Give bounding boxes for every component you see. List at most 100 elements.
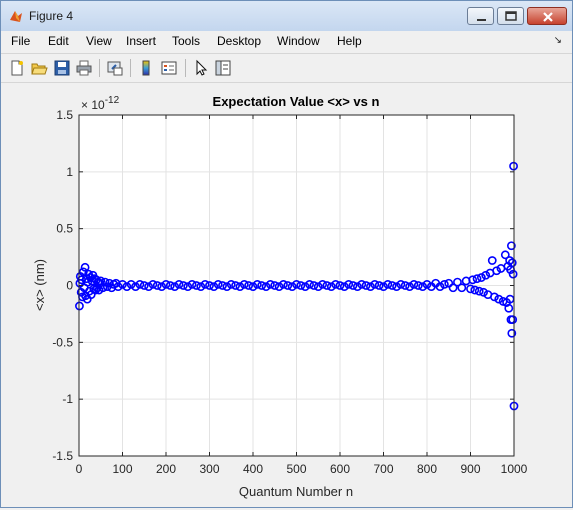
- data-point-marker: [487, 256, 497, 265]
- data-point-marker: [183, 282, 193, 292]
- maximize-button[interactable]: [497, 7, 524, 25]
- data-points: [75, 161, 519, 411]
- toolbar: [1, 54, 572, 83]
- property-editor-icon[interactable]: [214, 59, 232, 77]
- data-point-marker: [507, 258, 517, 268]
- data-point-marker: [348, 281, 358, 290]
- data-point-marker: [200, 279, 210, 289]
- menu-view[interactable]: View: [86, 34, 112, 48]
- menu-edit[interactable]: Edit: [48, 34, 69, 48]
- data-point-marker: [296, 281, 306, 290]
- data-point-marker: [170, 282, 180, 292]
- x-tick-label: 0: [76, 462, 83, 476]
- data-point-marker: [152, 281, 162, 290]
- data-point-marker: [235, 282, 245, 292]
- data-point-marker: [472, 274, 482, 284]
- x-tick-label: 700: [373, 462, 393, 476]
- colorbar-icon[interactable]: [137, 59, 155, 77]
- data-point-marker: [387, 281, 397, 290]
- toolbar-separator: [185, 59, 186, 77]
- data-point-marker: [396, 279, 406, 289]
- y-tick-label: 0: [66, 279, 73, 293]
- data-point-marker: [213, 279, 223, 289]
- x-tick-label: 900: [460, 462, 480, 476]
- data-point-marker: [80, 262, 90, 272]
- data-point-marker: [481, 270, 491, 280]
- x-tick-label: 500: [286, 462, 306, 476]
- new-figure-icon[interactable]: [8, 59, 26, 77]
- data-point-marker: [205, 281, 214, 290]
- data-point-marker: [209, 282, 219, 292]
- exponent-base: × 10: [81, 98, 105, 112]
- x-tick-label: 100: [112, 462, 132, 476]
- data-point-marker: [91, 285, 100, 295]
- x-tick-label: 800: [417, 462, 437, 476]
- data-point-marker: [274, 282, 284, 292]
- y-tick-label: 0.5: [56, 222, 73, 236]
- data-point-marker: [508, 315, 518, 324]
- data-point-marker: [476, 273, 486, 282]
- data-point-marker: [500, 250, 510, 260]
- title-bar[interactable]: Figure 4: [1, 1, 572, 31]
- data-point-marker: [131, 282, 140, 292]
- data-point-marker: [292, 279, 301, 289]
- data-point-marker: [187, 279, 197, 289]
- print-icon[interactable]: [75, 59, 93, 77]
- legend-icon[interactable]: [160, 59, 178, 77]
- open-file-icon[interactable]: [30, 59, 48, 77]
- data-point-marker: [444, 278, 454, 288]
- data-point-marker: [118, 279, 127, 289]
- data-point-marker: [435, 282, 445, 292]
- data-point-marker: [318, 279, 327, 289]
- toolbar-separator: [99, 59, 100, 77]
- exponent-power: -12: [105, 95, 120, 106]
- minimize-button[interactable]: [467, 7, 494, 25]
- dock-arrow-icon[interactable]: ↘: [553, 35, 562, 46]
- data-point-marker: [126, 279, 136, 289]
- menu-insert[interactable]: Insert: [126, 34, 157, 48]
- menu-tools[interactable]: Tools: [172, 34, 201, 48]
- chart-title: Expectation Value <x> vs n: [213, 94, 380, 109]
- data-point-marker: [361, 281, 371, 290]
- data-point-marker: [78, 267, 88, 277]
- menu-bar: File Edit View Insert Tools Desktop Wind…: [1, 31, 572, 54]
- menu-file[interactable]: File: [11, 34, 31, 48]
- menu-help[interactable]: Help: [337, 34, 362, 48]
- x-tick-label: 400: [243, 462, 263, 476]
- data-point-marker: [283, 281, 293, 290]
- save-icon[interactable]: [53, 59, 71, 77]
- data-point-marker: [122, 282, 132, 292]
- data-point-marker: [196, 282, 206, 292]
- y-tick-label: -1: [62, 392, 73, 406]
- data-point-marker: [222, 282, 232, 292]
- pointer-icon[interactable]: [192, 59, 210, 77]
- data-point-marker: [448, 283, 458, 293]
- data-point-marker: [313, 282, 323, 292]
- figure-canvas: 0 100 200 300 400 500 600 700 800 900 1000 -1.5 -1 -0…: [6, 84, 571, 505]
- link-icon[interactable]: [106, 59, 124, 77]
- data-point-marker: [100, 277, 110, 287]
- data-point-marker: [453, 277, 462, 287]
- data-point-marker: [413, 281, 423, 290]
- data-point-marker: [248, 282, 258, 292]
- data-point-marker: [113, 282, 123, 292]
- data-point-marker: [161, 279, 171, 289]
- data-point-marker: [339, 282, 349, 292]
- menu-window[interactable]: Window: [277, 34, 320, 48]
- close-button[interactable]: [527, 7, 567, 25]
- menu-desktop[interactable]: Desktop: [217, 34, 262, 48]
- data-point-marker: [418, 282, 428, 292]
- data-point-marker: [335, 281, 345, 290]
- data-point-marker: [457, 283, 467, 293]
- data-point-marker: [357, 279, 367, 289]
- data-point-marker: [305, 279, 314, 289]
- data-point-marker: [322, 281, 332, 290]
- scatter-plot: 0 100 200 300 400 500 600 700 800 900 1000 -1.5 -1 -0…: [32, 94, 528, 499]
- data-point-marker: [422, 279, 432, 289]
- data-point-marker: [83, 277, 93, 287]
- data-point-marker: [257, 281, 267, 290]
- y-axis-label: <x> (nm): [32, 259, 47, 311]
- data-point-marker: [270, 281, 280, 290]
- data-point-marker: [474, 286, 484, 296]
- data-point-marker: [490, 292, 499, 302]
